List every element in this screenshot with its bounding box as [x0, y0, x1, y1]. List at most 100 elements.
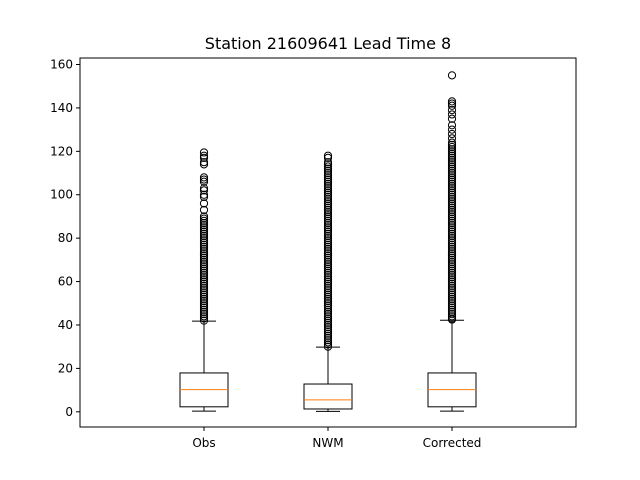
outlier-point [447, 312, 457, 321]
outlier-point [447, 253, 457, 262]
outlier-point [323, 162, 333, 171]
outlier-point [199, 151, 209, 160]
outlier-point [447, 166, 457, 175]
outlier-point [199, 251, 209, 260]
outlier-point [447, 162, 457, 171]
outlier-point [447, 153, 457, 162]
outlier-point [447, 134, 457, 143]
outlier-point [199, 205, 209, 215]
outlier-point [323, 153, 333, 162]
outlier-point [447, 121, 457, 130]
outlier-point [199, 316, 209, 325]
outlier-point [447, 190, 457, 199]
outlier-point [323, 203, 333, 212]
outlier-point [447, 251, 457, 260]
outlier-point [199, 307, 209, 317]
outlier-point [323, 303, 333, 312]
outlier-point [447, 262, 457, 271]
outlier-point [323, 310, 333, 319]
outlier-point [323, 186, 333, 195]
outlier-point [447, 149, 457, 158]
outlier-point [447, 205, 457, 215]
outlier-point [447, 142, 457, 152]
outlier-point [447, 314, 457, 323]
outlier-point [199, 314, 209, 323]
outlier-point [323, 242, 333, 251]
outlier-point [323, 333, 333, 343]
outlier-point [447, 212, 457, 221]
outlier-point [199, 268, 209, 277]
outlier-point [323, 205, 333, 215]
outlier-point [323, 238, 333, 247]
outlier-point [323, 160, 333, 169]
outlier-point [323, 218, 333, 228]
outlier-point [447, 214, 457, 223]
outlier-point [447, 305, 457, 314]
outlier-point [447, 110, 457, 119]
outlier-point [199, 186, 209, 195]
outlier-point [447, 283, 457, 293]
outlier-point [199, 270, 209, 280]
outlier-point [447, 188, 457, 197]
outlier-point [323, 340, 333, 349]
outlier-point [199, 310, 209, 319]
outlier-point [323, 288, 333, 297]
outlier-point [323, 177, 333, 186]
outlier-point [447, 105, 457, 115]
outlier-point [199, 249, 209, 258]
outlier-point [199, 312, 209, 321]
outlier-point [447, 216, 457, 225]
outlier-point [447, 301, 457, 310]
outlier-point [199, 175, 209, 184]
outlier-point [199, 286, 209, 295]
outlier-point [199, 257, 209, 267]
outlier-point [447, 244, 457, 254]
outlier-point [447, 270, 457, 280]
y-tick-label: 20 [58, 361, 73, 375]
outlier-point [447, 277, 457, 286]
outlier-point [199, 273, 209, 282]
outlier-point [323, 299, 333, 308]
outlier-point [323, 247, 333, 256]
outlier-point [447, 297, 457, 306]
outlier-point [199, 192, 209, 202]
outlier-point [323, 342, 333, 351]
outlier-point [199, 253, 209, 262]
outlier-point [199, 247, 209, 256]
outlier-point [199, 231, 209, 241]
outlier-point [447, 71, 457, 80]
outlier-point [323, 221, 333, 230]
outlier-point [323, 227, 333, 236]
outlier-point [447, 257, 457, 267]
outlier-point [323, 208, 333, 217]
outlier-point [199, 275, 209, 284]
outlier-point [323, 307, 333, 317]
outlier-point [323, 286, 333, 295]
y-tick-label: 80 [58, 231, 73, 245]
outlier-point [323, 151, 333, 160]
outlier-point [447, 125, 457, 134]
outlier-point [199, 283, 209, 293]
y-tick-label: 160 [50, 58, 73, 72]
outlier-point [199, 244, 209, 254]
outlier-point [323, 199, 333, 208]
outlier-point [199, 199, 209, 208]
outlier-point [447, 199, 457, 208]
outlier-point [447, 234, 457, 243]
outlier-point [447, 99, 457, 108]
outlier-point [323, 297, 333, 306]
outlier-point [199, 305, 209, 314]
outlier-point [447, 218, 457, 228]
outlier-point [447, 101, 457, 110]
outlier-point [199, 160, 209, 169]
outlier-point [447, 173, 457, 182]
outlier-point [447, 201, 457, 210]
outlier-point [199, 294, 209, 304]
box-corrected [427, 71, 477, 412]
outlier-point [447, 160, 457, 169]
outlier-point [199, 214, 209, 223]
outlier-point [323, 234, 333, 243]
outlier-point [447, 310, 457, 319]
outlier-point [447, 264, 457, 273]
x-axis: Obs NWM Corrected [192, 427, 481, 450]
